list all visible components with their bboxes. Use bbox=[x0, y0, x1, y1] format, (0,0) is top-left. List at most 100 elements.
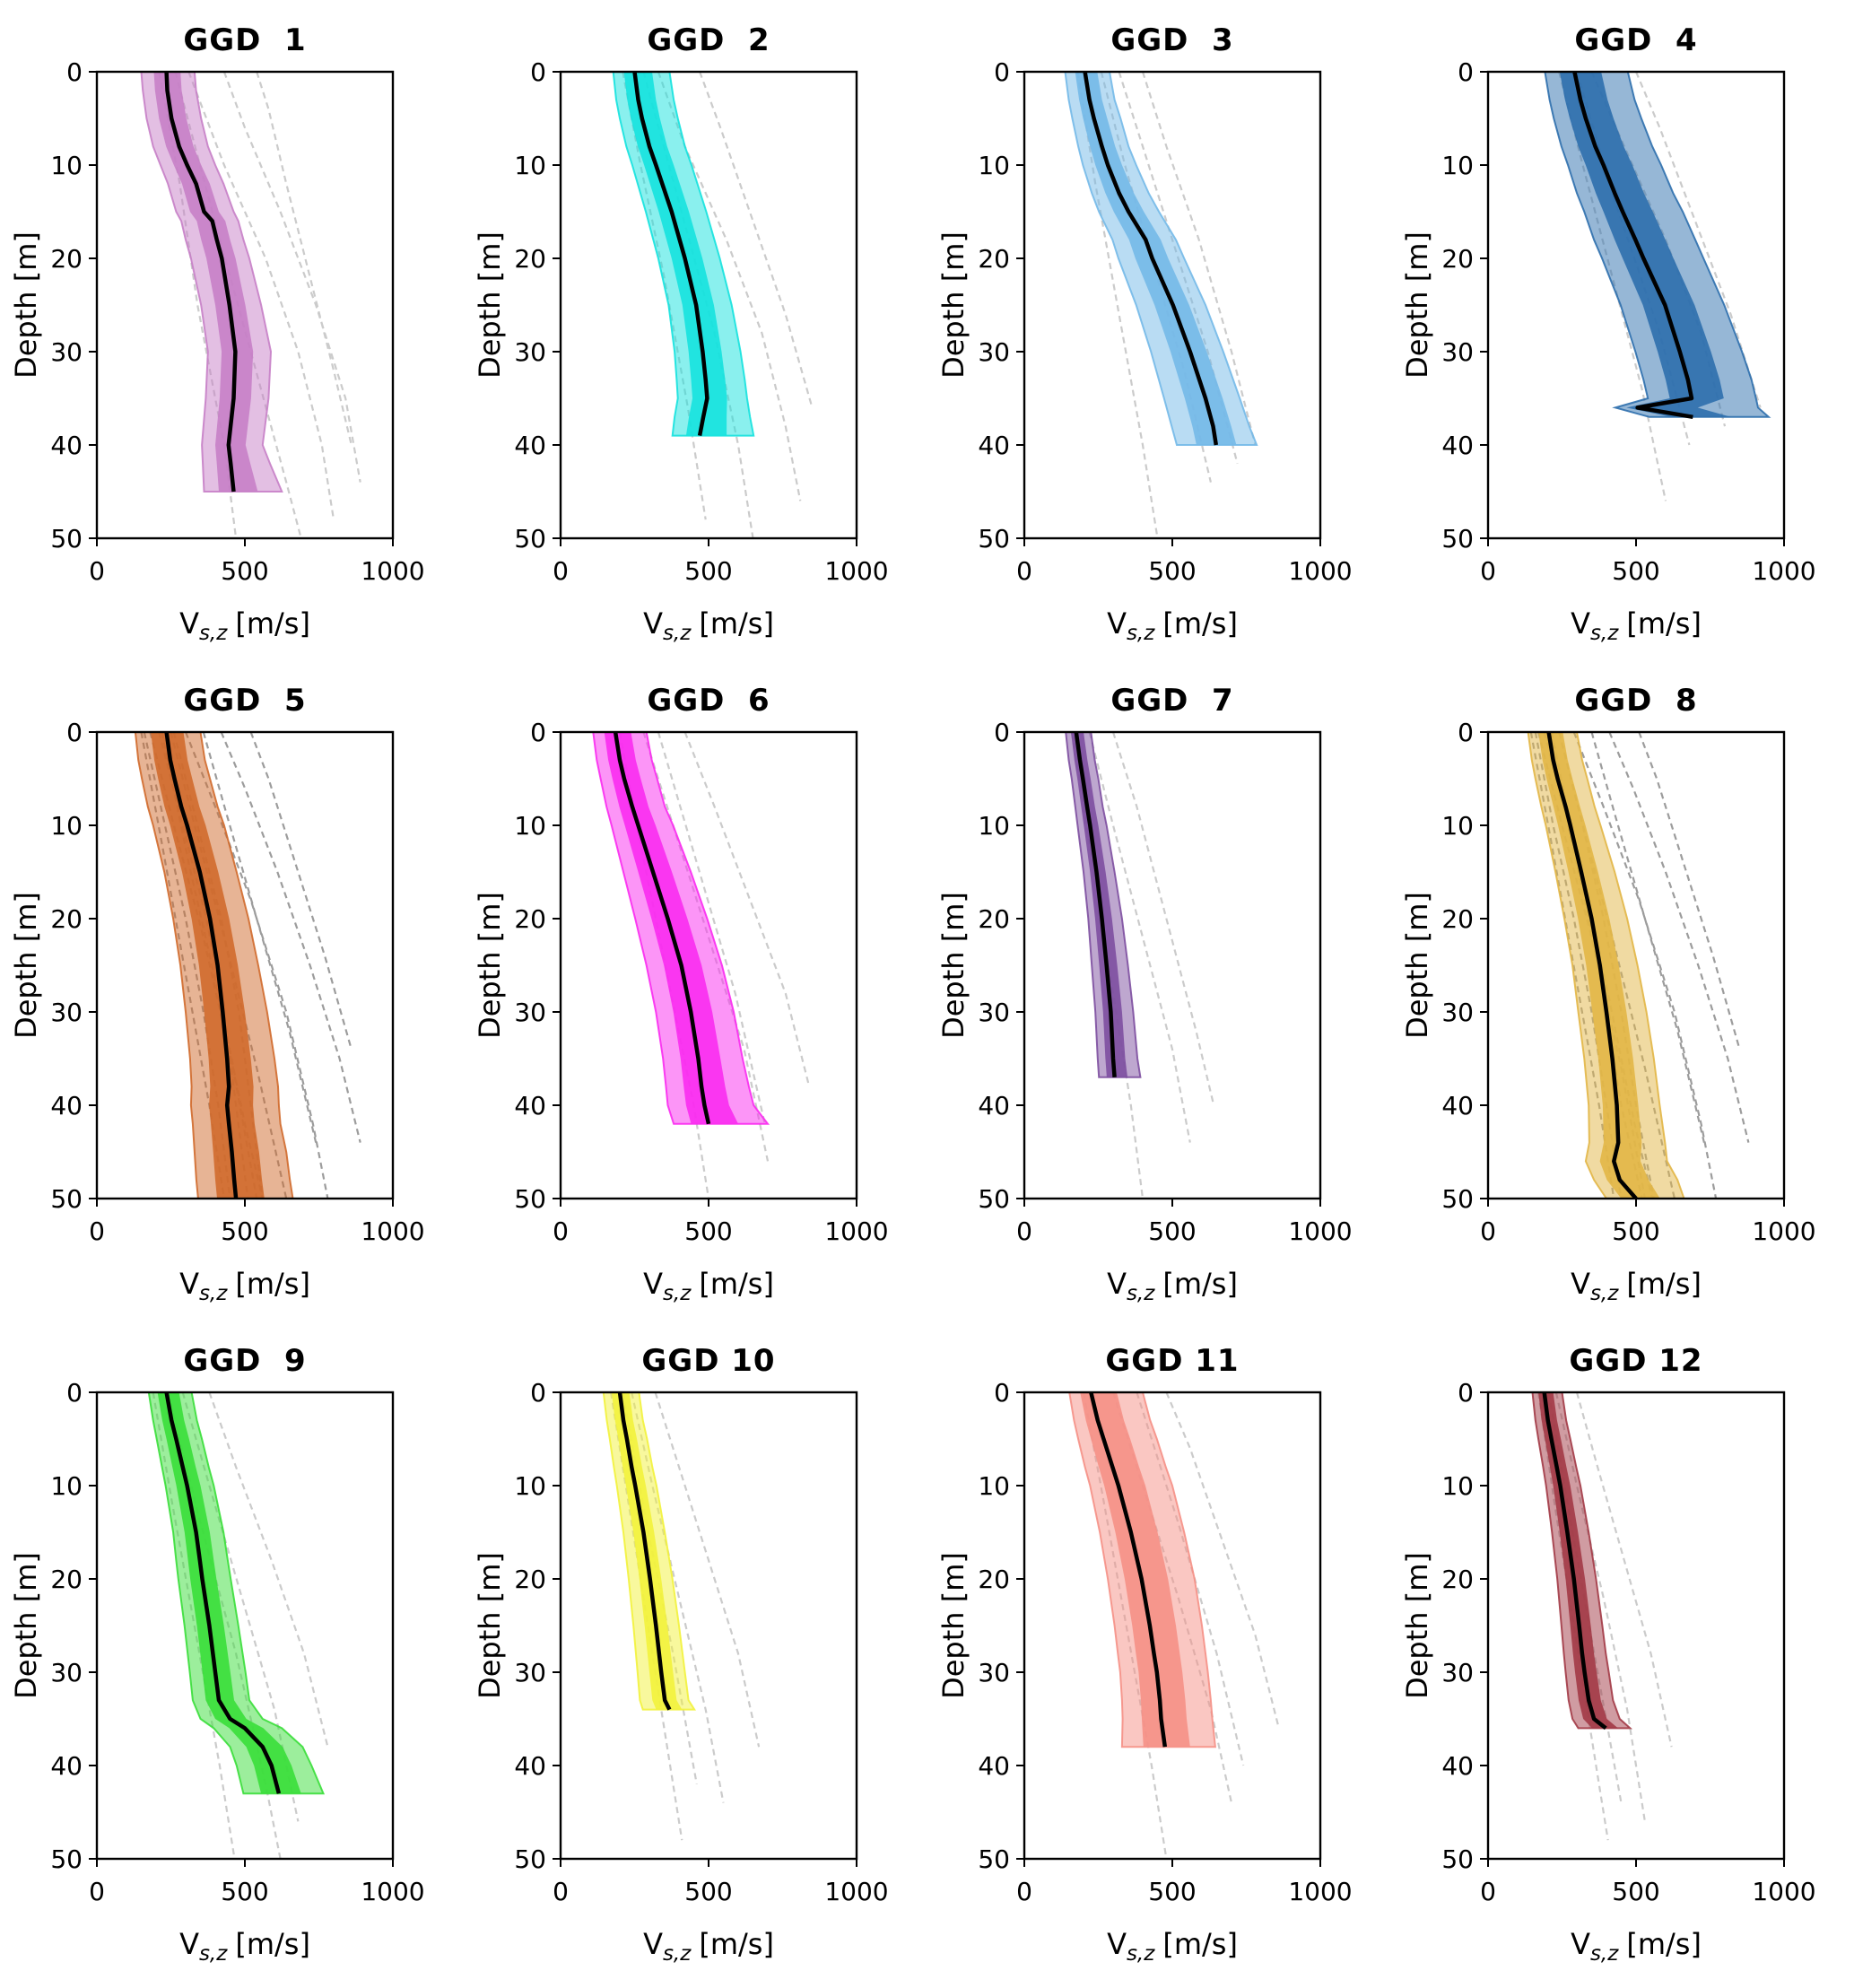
y-tick-label: 20 bbox=[50, 1565, 83, 1594]
y-tick-label: 20 bbox=[1441, 244, 1474, 274]
chart-title: GGD 6 bbox=[647, 683, 770, 719]
x-tick-label: 0 bbox=[1480, 1216, 1496, 1246]
plot-canvas: 0 500 1000 0 10 20 30 40 50 Depth [m] Vs,z [m/s] bbox=[0, 721, 463, 1328]
plot-contents bbox=[147, 1392, 329, 1859]
chart-svg: 0 500 1000 0 10 20 30 40 50 Depth [m] Vs,z [m/s] bbox=[936, 61, 1353, 645]
x-tick-label: 500 bbox=[1612, 1877, 1659, 1906]
median-line bbox=[613, 732, 711, 1125]
x-tick-label: 500 bbox=[684, 1216, 732, 1246]
y-tick-label: 50 bbox=[514, 1844, 546, 1874]
y-tick-label: 0 bbox=[1458, 721, 1474, 747]
median-line bbox=[632, 72, 709, 437]
y-tick-label: 30 bbox=[514, 337, 546, 367]
y-tick-label: 30 bbox=[1441, 1658, 1474, 1687]
y-tick-label: 20 bbox=[514, 1565, 546, 1594]
y-tick-label: 30 bbox=[514, 1658, 546, 1687]
y-tick-label: 10 bbox=[1441, 151, 1474, 180]
y-tick-label: 0 bbox=[66, 721, 83, 747]
y-tick-label: 50 bbox=[514, 524, 546, 554]
y-tick-label: 10 bbox=[514, 1471, 546, 1501]
plot-contents bbox=[134, 732, 361, 1199]
x-tick-label: 0 bbox=[553, 1877, 569, 1906]
y-tick-label: 10 bbox=[978, 1471, 1010, 1501]
background-profile bbox=[1590, 732, 1705, 1143]
median-line bbox=[1074, 732, 1117, 1077]
uncertainty-band-inner bbox=[153, 72, 258, 492]
x-tick-label: 500 bbox=[1612, 1216, 1659, 1246]
chart-svg: 0 500 1000 0 10 20 30 40 50 Depth [m] Vs,z [m/s] bbox=[9, 721, 425, 1305]
x-tick-label: 1000 bbox=[1288, 1877, 1352, 1906]
y-tick-label: 50 bbox=[514, 1184, 546, 1214]
plot-canvas: 0 500 1000 0 10 20 30 40 50 Depth [m] Vs,z [m/s] bbox=[0, 1382, 463, 1988]
background-profile bbox=[249, 732, 353, 1050]
y-tick-label: 20 bbox=[514, 904, 546, 934]
median-line bbox=[1572, 72, 1694, 420]
x-tick-label: 0 bbox=[553, 1216, 569, 1246]
plot-border bbox=[559, 1391, 858, 1861]
x-tick-label: 1000 bbox=[824, 1216, 888, 1246]
background-profile bbox=[1141, 72, 1257, 446]
chart-ggd-4: GGD 4 0 500 1000 0 10 20 30 40 50 Depth [m] Vs,z [m… bbox=[1400, 14, 1818, 646]
chart-ggd-6: GGD 6 0 500 1000 0 10 20 30 40 50 Depth [m] Vs,z [m… bbox=[473, 675, 891, 1306]
plot-canvas: 0 500 1000 0 10 20 30 40 50 Depth [m] Vs,z [m/s] bbox=[1391, 721, 1854, 1328]
x-tick-label: 0 bbox=[1016, 556, 1032, 586]
chart-title: GGD 10 bbox=[641, 1343, 776, 1379]
plot-canvas: 0 500 1000 0 10 20 30 40 50 Depth [m] Vs,z [m/s] bbox=[927, 61, 1390, 667]
plot-contents bbox=[592, 732, 811, 1199]
x-axis-label: Vs,z [m/s] bbox=[643, 1267, 774, 1305]
plot-contents bbox=[1527, 732, 1750, 1199]
y-tick-label: 50 bbox=[1441, 1844, 1474, 1874]
y-tick-label: 30 bbox=[1441, 998, 1474, 1027]
chart-ggd-2: GGD 2 0 500 1000 0 10 20 30 40 50 Depth [m] Vs,z [m… bbox=[473, 14, 891, 646]
y-tick-label: 40 bbox=[978, 1751, 1010, 1781]
y-tick-label: 0 bbox=[66, 1382, 83, 1408]
chart-title: GGD 12 bbox=[1569, 1343, 1703, 1379]
background-profile bbox=[657, 732, 766, 1125]
y-tick-label: 0 bbox=[530, 721, 546, 747]
y-tick-label: 0 bbox=[994, 721, 1010, 747]
background-profile bbox=[654, 1392, 761, 1748]
y-tick-label: 30 bbox=[978, 998, 1010, 1027]
chart-title: GGD 3 bbox=[1110, 22, 1234, 58]
y-tick-label: 10 bbox=[514, 811, 546, 841]
chart-ggd-11: GGD 11 0 500 1000 0 10 20 30 40 50 Depth [m] Vs,z[… bbox=[936, 1335, 1354, 1966]
chart-ggd-1: GGD 1 0 500 1000 0 10 20 30 40 50 Depth [m] Vs,z [m… bbox=[9, 14, 427, 646]
y-tick-label: 30 bbox=[978, 1658, 1010, 1687]
x-tick-label: 0 bbox=[89, 1216, 105, 1246]
chart-ggd-12: GGD 12 0 500 1000 0 10 20 30 40 50 Depth [m] Vs,z[… bbox=[1400, 1335, 1818, 1966]
y-tick-label: 0 bbox=[66, 61, 83, 87]
y-tick-label: 50 bbox=[978, 1844, 1010, 1874]
y-tick-label: 30 bbox=[50, 1658, 83, 1687]
chart-title: GGD 8 bbox=[1574, 683, 1698, 719]
chart-svg: 0 500 1000 0 10 20 30 40 50 Depth [m] Vs,z [m/s] bbox=[936, 721, 1353, 1305]
x-tick-label: 1000 bbox=[1288, 556, 1352, 586]
x-tick-label: 500 bbox=[684, 1877, 732, 1906]
chart-ggd-7: GGD 7 0 500 1000 0 10 20 30 40 50 Depth [m] Vs,z [m… bbox=[936, 675, 1354, 1306]
y-tick-label: 20 bbox=[50, 244, 83, 274]
x-axis-label: Vs,z [m/s] bbox=[643, 1927, 774, 1966]
plot-canvas: 0 500 1000 0 10 20 30 40 50 Depth [m] Vs,z [m/s] bbox=[464, 61, 927, 667]
plot-contents bbox=[602, 1392, 761, 1841]
background-profile bbox=[1554, 1392, 1646, 1822]
y-tick-label: 20 bbox=[1441, 1565, 1474, 1594]
y-tick-label: 40 bbox=[978, 431, 1010, 460]
y-tick-label: 40 bbox=[50, 1751, 83, 1781]
y-tick-label: 50 bbox=[1441, 524, 1474, 554]
y-tick-label: 50 bbox=[50, 1844, 83, 1874]
y-tick-label: 10 bbox=[50, 1471, 83, 1501]
y-axis-label: Depth [m] bbox=[473, 1552, 507, 1699]
background-profile bbox=[174, 72, 302, 538]
y-tick-label: 20 bbox=[50, 904, 83, 934]
median-line bbox=[617, 1392, 672, 1711]
plot-canvas: 0 500 1000 0 10 20 30 40 50 Depth [m] Vs,z [m/s] bbox=[0, 61, 463, 667]
background-profile bbox=[1634, 72, 1762, 408]
plot-canvas: 0 500 1000 0 10 20 30 40 50 Depth [m] Vs,z [m/s] bbox=[1391, 61, 1854, 667]
x-tick-label: 500 bbox=[1148, 1877, 1196, 1906]
x-tick-label: 0 bbox=[1016, 1216, 1032, 1246]
y-axis-label: Depth [m] bbox=[9, 1552, 43, 1699]
chart-title: GGD 4 bbox=[1574, 22, 1698, 58]
chart-title: GGD 9 bbox=[183, 1343, 307, 1379]
x-axis-label: Vs,z [m/s] bbox=[1571, 1267, 1702, 1305]
chart-title: GGD 5 bbox=[183, 683, 307, 719]
y-axis-label: Depth [m] bbox=[9, 892, 43, 1039]
